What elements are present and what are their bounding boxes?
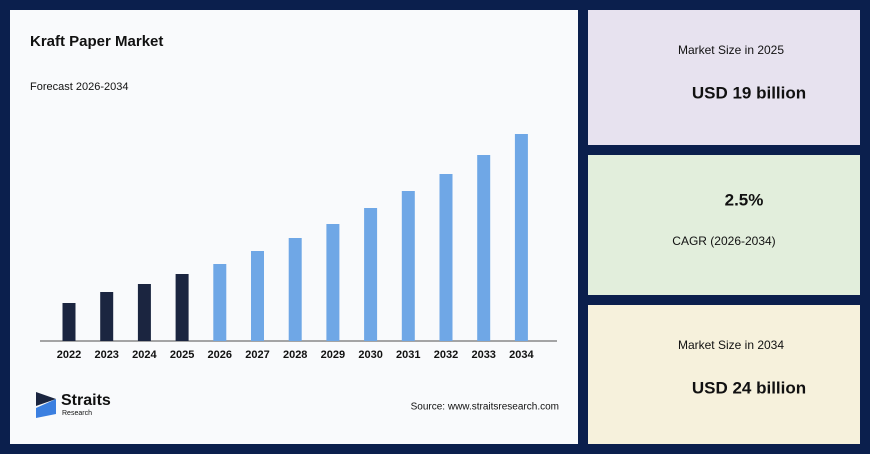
card-value: USD 24 billion [692, 378, 806, 397]
logo-name: Straits [61, 392, 111, 409]
bar [401, 191, 415, 341]
bar [514, 134, 528, 341]
x-tick-label: 2030 [358, 349, 382, 361]
x-tick-label: 2031 [396, 349, 420, 361]
chart-subtitle: Forecast 2026-2034 [30, 81, 128, 93]
stat-card [588, 10, 860, 145]
x-tick-label: 2025 [170, 349, 194, 361]
bar [251, 251, 264, 341]
bar [100, 292, 114, 341]
stat-card [588, 155, 860, 295]
card-value: USD 19 billion [692, 83, 806, 102]
x-tick-label: 2023 [94, 349, 118, 361]
card-label: CAGR (2026-2034) [672, 234, 775, 248]
bar [213, 264, 227, 341]
bar [137, 284, 151, 341]
logo-icon [36, 392, 56, 418]
x-tick-label: 2027 [245, 349, 269, 361]
x-tick-label: 2026 [208, 349, 232, 361]
stat-card [588, 305, 860, 444]
bar [364, 208, 378, 341]
bar [439, 174, 453, 341]
x-tick-label: 2028 [283, 349, 307, 361]
bar [288, 238, 302, 341]
card-value: 2.5% [725, 190, 764, 209]
logo-sub: Research [62, 410, 92, 417]
bar [326, 224, 340, 341]
chart-panel [10, 10, 578, 444]
x-tick-label: 2024 [132, 349, 157, 361]
card-label: Market Size in 2025 [678, 43, 784, 57]
bar [477, 155, 491, 341]
bar [175, 274, 189, 341]
x-tick-label: 2022 [57, 349, 81, 361]
card-label: Market Size in 2034 [678, 338, 784, 352]
x-tick-label: 2032 [434, 349, 458, 361]
source: Source: www.straitsresearch.com [411, 402, 559, 413]
x-tick-label: 2029 [321, 349, 345, 361]
x-tick-label: 2033 [471, 349, 495, 361]
chart-title: Kraft Paper Market [30, 33, 163, 50]
bar [62, 303, 76, 341]
x-tick-label: 2034 [509, 349, 534, 361]
